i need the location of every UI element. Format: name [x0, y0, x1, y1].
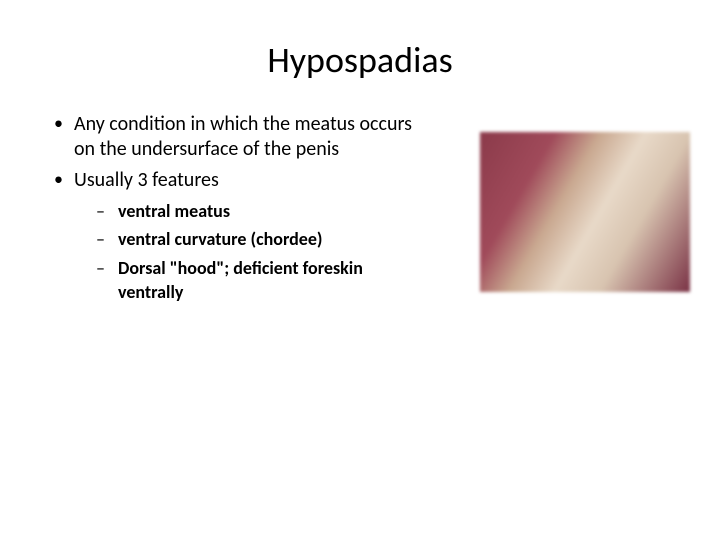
bullet-item: Usually 3 features ventral meatus ventra… — [50, 168, 420, 304]
bullet-item: Any condition in which the meatus occurs… — [50, 112, 420, 162]
clinical-photo — [480, 132, 690, 292]
sub-bullet-item: Dorsal "hood"; deficient foreskin ventra… — [74, 256, 420, 305]
sub-bullet-item: ventral meatus — [74, 199, 420, 223]
content-area: Any condition in which the meatus occurs… — [40, 112, 680, 310]
bullet-text: Usually 3 features — [74, 168, 219, 192]
image-column — [420, 112, 680, 292]
slide-container: Hypospadias Any condition in which the m… — [0, 0, 720, 540]
sub-bullet-list: ventral meatus ventral curvature (chorde… — [74, 199, 420, 304]
sub-bullet-item: ventral curvature (chordee) — [74, 227, 420, 251]
page-title: Hypospadias — [40, 38, 680, 82]
main-bullet-list: Any condition in which the meatus occurs… — [50, 112, 420, 304]
text-column: Any condition in which the meatus occurs… — [40, 112, 420, 310]
